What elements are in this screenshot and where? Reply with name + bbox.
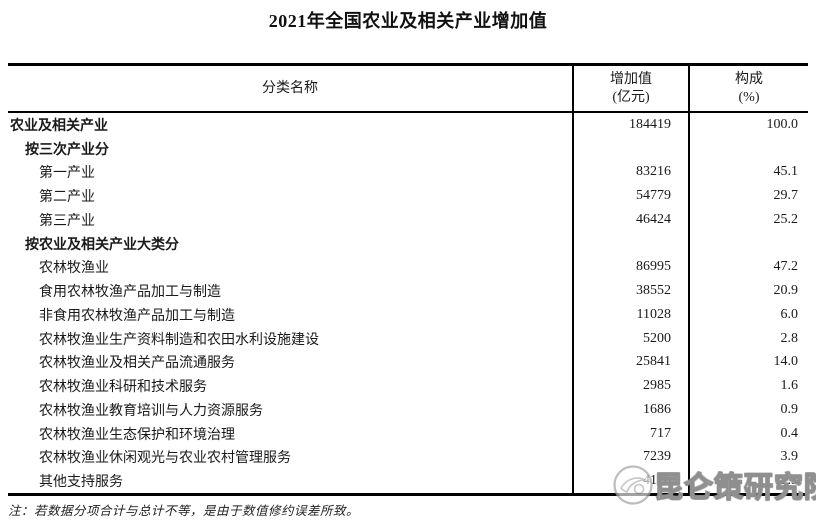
row-category: 农林牧渔业教育培训与人力资源服务 [39, 403, 263, 419]
row-category: 农林牧渔业及相关产品流通服务 [39, 356, 235, 372]
table-row: 农林牧渔业科研和技术服务 2985 1.6 [8, 374, 808, 398]
row-share [688, 231, 808, 256]
table-row: 农业及相关产业 184419 100.0 [8, 113, 808, 137]
table-row: 农林牧渔业教育培训与人力资源服务 1686 0.9 [8, 398, 808, 422]
row-category: 第二产业 [39, 190, 95, 206]
row-share: 0.4 [688, 421, 808, 446]
header-share: 构成 (%) [688, 66, 808, 111]
row-share: 20.9 [688, 279, 808, 303]
page-title: 2021年全国农业及相关产业增加值 [268, 11, 548, 31]
row-category: 农林牧渔业科研和技术服务 [39, 380, 207, 396]
row-share: 2.8 [688, 326, 808, 351]
row-value: 83216 [572, 160, 688, 185]
row-share: 1.6 [688, 374, 808, 398]
row-share: 100.0 [688, 113, 808, 137]
row-category: 按农业及相关产业大类分 [25, 237, 179, 253]
header-category-label: 分类名称 [262, 80, 318, 96]
table-row: 其他支持服务 4176 2.3 [8, 469, 808, 493]
row-category: 第三产业 [39, 213, 95, 229]
statistics-table: 分类名称 增加值 (亿元) 构成 (%) 农业及相关产业 184419 100.0 按… [8, 63, 808, 496]
header-value: 增加值 (亿元) [572, 66, 688, 111]
row-category: 农林牧渔业生产资料制造和农田水利设施建设 [39, 332, 319, 348]
footnote: 注：若数据分项合计与总计不等，是由于数值修约误差所致。 [8, 504, 360, 518]
row-share: 0.9 [688, 398, 808, 422]
row-value: 184419 [572, 113, 688, 137]
table-row: 农林牧渔业生态保护和环境治理 717 0.4 [8, 421, 808, 446]
row-value: 46424 [572, 208, 688, 232]
row-value: 38552 [572, 279, 688, 303]
row-category: 农业及相关产业 [10, 118, 108, 134]
header-value-line2: (亿元) [612, 89, 650, 105]
row-value: 717 [572, 421, 688, 446]
row-category: 第一产业 [39, 166, 95, 182]
row-category: 农林牧渔业 [39, 261, 109, 277]
row-category: 非食用农林牧渔产品加工与制造 [39, 308, 235, 324]
row-value: 5200 [572, 326, 688, 351]
table-row: 农林牧渔业生产资料制造和农田水利设施建设 5200 2.8 [8, 326, 808, 351]
table-row: 非食用农林牧渔产品加工与制造 11028 6.0 [8, 303, 808, 327]
table-row: 第一产业 83216 45.1 [8, 160, 808, 185]
row-value: 1686 [572, 398, 688, 422]
row-share [688, 136, 808, 161]
table-row: 按三次产业分 [8, 136, 808, 161]
row-value: 2985 [572, 374, 688, 398]
row-share: 3.9 [688, 445, 808, 470]
header-category: 分类名称 [8, 66, 572, 111]
header-value-line1: 增加值 [610, 71, 652, 87]
row-share: 14.0 [688, 350, 808, 375]
row-category: 食用农林牧渔产品加工与制造 [39, 285, 221, 301]
table-row: 第二产业 54779 29.7 [8, 184, 808, 208]
row-value: 7239 [572, 445, 688, 470]
header-share-line2: (%) [738, 89, 760, 105]
table-body: 农业及相关产业 184419 100.0 按三次产业分 第一产业 83216 45.1 第二产… [8, 113, 808, 493]
row-category: 农林牧渔业休闲观光与农业农村管理服务 [39, 451, 291, 467]
table-header-row: 分类名称 增加值 (亿元) 构成 (%) [8, 66, 808, 113]
row-share: 47.2 [688, 255, 808, 280]
row-value: 86995 [572, 255, 688, 280]
row-category: 农林牧渔业生态保护和环境治理 [39, 427, 235, 443]
table-row: 第三产业 46424 25.2 [8, 208, 808, 232]
row-value: 4176 [572, 469, 688, 493]
table-row: 农林牧渔业 86995 47.2 [8, 255, 808, 280]
row-value: 11028 [572, 303, 688, 327]
row-share: 45.1 [688, 160, 808, 185]
header-share-line1: 构成 [735, 71, 763, 87]
table-row: 食用农林牧渔产品加工与制造 38552 20.9 [8, 279, 808, 303]
row-share: 6.0 [688, 303, 808, 327]
row-share: 2.3 [688, 469, 808, 493]
row-category: 按三次产业分 [25, 142, 109, 158]
row-category: 其他支持服务 [39, 475, 123, 491]
table-row: 农林牧渔业及相关产品流通服务 25841 14.0 [8, 350, 808, 375]
table-row: 按农业及相关产业大类分 [8, 231, 808, 256]
row-value: 25841 [572, 350, 688, 375]
row-value [572, 231, 688, 256]
row-share: 25.2 [688, 208, 808, 232]
row-value [572, 136, 688, 161]
row-share: 29.7 [688, 184, 808, 208]
table-row: 农林牧渔业休闲观光与农业农村管理服务 7239 3.9 [8, 445, 808, 470]
row-value: 54779 [572, 184, 688, 208]
